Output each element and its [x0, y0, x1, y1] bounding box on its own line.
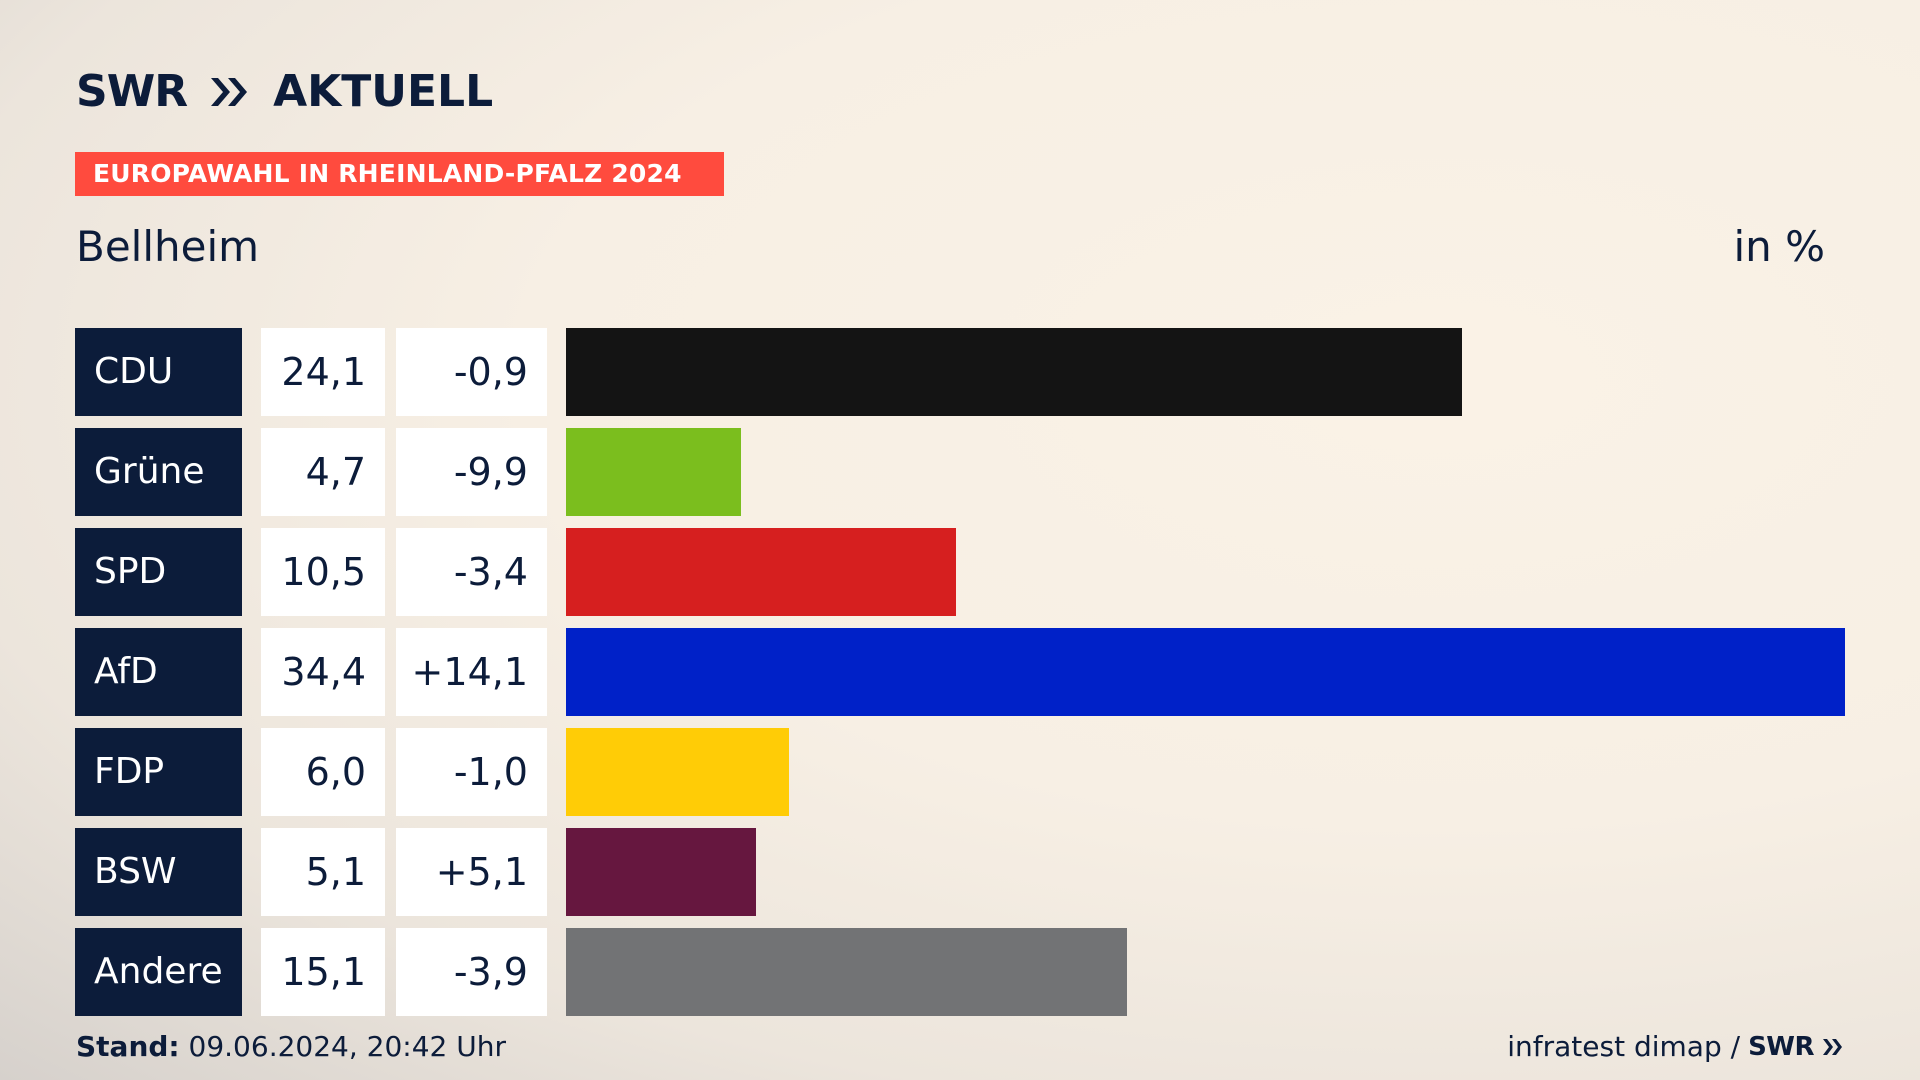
- change-value: -0,9: [396, 328, 547, 416]
- result-row: Andere 15,1 -3,9: [75, 928, 1845, 1016]
- result-row: AfD 34,4 +14,1: [75, 628, 1845, 716]
- change-value: +5,1: [396, 828, 547, 916]
- party-label: BSW: [75, 828, 242, 916]
- bar: [566, 528, 956, 616]
- change-value: -3,4: [396, 528, 547, 616]
- timestamp: Stand: 09.06.2024, 20:42 Uhr: [76, 1030, 506, 1063]
- source-credit: infratest dimap / SWR: [1507, 1030, 1844, 1063]
- share-value: 5,1: [261, 828, 385, 916]
- party-label: CDU: [75, 328, 242, 416]
- unit-label: in %: [1733, 222, 1825, 271]
- double-chevron-icon: [1823, 1038, 1842, 1055]
- place-name: Bellheim: [76, 222, 260, 271]
- result-row: Grüne 4,7 -9,9: [75, 428, 1845, 516]
- party-label: Andere: [75, 928, 242, 1016]
- double-chevron-icon: [211, 77, 248, 106]
- share-value: 34,4: [261, 628, 385, 716]
- result-row: SPD 10,5 -3,4: [75, 528, 1845, 616]
- change-value: +14,1: [396, 628, 547, 716]
- bar: [566, 628, 1845, 716]
- result-row: BSW 5,1 +5,1: [75, 828, 1845, 916]
- source-brand: SWR: [1748, 1031, 1814, 1062]
- party-label: SPD: [75, 528, 242, 616]
- party-label: Grüne: [75, 428, 242, 516]
- bar: [566, 928, 1127, 1016]
- change-value: -1,0: [396, 728, 547, 816]
- change-value: -3,9: [396, 928, 547, 1016]
- result-row: FDP 6,0 -1,0: [75, 728, 1845, 816]
- stand-label: Stand:: [76, 1030, 180, 1063]
- stand-value: 09.06.2024, 20:42 Uhr: [188, 1030, 506, 1063]
- party-label: AfD: [75, 628, 242, 716]
- share-value: 24,1: [261, 328, 385, 416]
- share-value: 10,5: [261, 528, 385, 616]
- change-value: -9,9: [396, 428, 547, 516]
- result-row: CDU 24,1 -0,9: [75, 328, 1845, 416]
- party-label: FDP: [75, 728, 242, 816]
- logo-swr-text: SWR: [76, 66, 188, 117]
- share-value: 6,0: [261, 728, 385, 816]
- source-text: infratest dimap /: [1507, 1030, 1741, 1063]
- bar: [566, 828, 756, 916]
- bar: [566, 428, 741, 516]
- election-banner: EUROPAWAHL IN RHEINLAND-PFALZ 2024: [75, 152, 724, 196]
- share-value: 4,7: [261, 428, 385, 516]
- bar: [566, 328, 1462, 416]
- bar: [566, 728, 789, 816]
- swr-aktuell-logo: SWR AKTUELL: [76, 66, 493, 117]
- logo-aktuell-text: AKTUELL: [273, 66, 494, 117]
- share-value: 15,1: [261, 928, 385, 1016]
